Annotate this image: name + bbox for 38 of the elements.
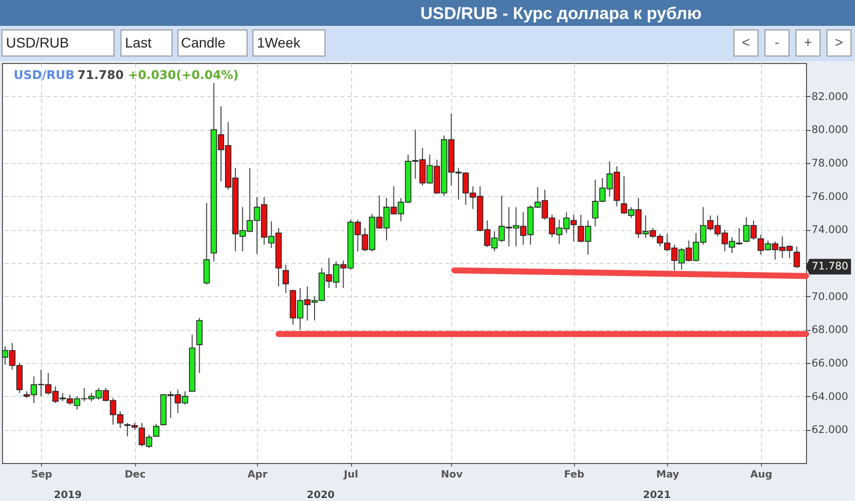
text: - — [774, 34, 780, 50]
y-tick-label: 76.000 — [812, 190, 848, 203]
candlestick — [794, 246, 800, 268]
x2-tick-label: 2020 — [306, 490, 335, 501]
candlestick — [282, 264, 289, 294]
y-tick-label: 64.000 — [812, 390, 848, 403]
x-tick-label: Sep — [30, 470, 52, 480]
y-tick-label: 80.000 — [812, 124, 848, 136]
candlestick — [153, 423, 160, 437]
y-tick-label: 70.000 — [812, 290, 848, 303]
x-tick-label: Jul — [342, 470, 358, 480]
x2-tick-label: 2021 — [643, 490, 671, 501]
text: < — [742, 34, 750, 50]
x-tick-label: Aug — [750, 470, 772, 480]
annotation: 71.780 — [77, 68, 124, 82]
y-tick-label: 62.000 — [812, 424, 848, 436]
candlestick — [203, 202, 210, 286]
x-tick-label: May — [656, 470, 680, 480]
y-tick-label: 68.000 — [812, 324, 848, 336]
x-tick-label: Dec — [124, 470, 146, 480]
y-tick-label: 82.000 — [812, 90, 848, 103]
x-tick-label: Apr — [248, 470, 268, 480]
x-tick-label: Nov — [440, 470, 464, 480]
chart-title: USD/RUB - Курс доллара к рублю — [420, 4, 702, 23]
text: > — [834, 34, 844, 50]
text: Candle — [181, 34, 226, 50]
annotation: USD/RUB — [14, 68, 74, 82]
text: 71.780 — [812, 260, 848, 273]
y-tick-label: 74.000 — [812, 224, 848, 236]
x2-tick-label: 2019 — [54, 490, 82, 501]
text: 1Week — [257, 34, 302, 50]
y-tick-label: 66.000 — [812, 358, 848, 370]
annotation: +0.030(+0.04%) — [128, 68, 239, 82]
text: + — [804, 34, 812, 50]
y-tick-label: 78.000 — [812, 158, 848, 170]
x-tick-label: Feb — [564, 470, 584, 480]
text: Last — [125, 34, 152, 50]
text: USD/RUB — [6, 34, 70, 50]
